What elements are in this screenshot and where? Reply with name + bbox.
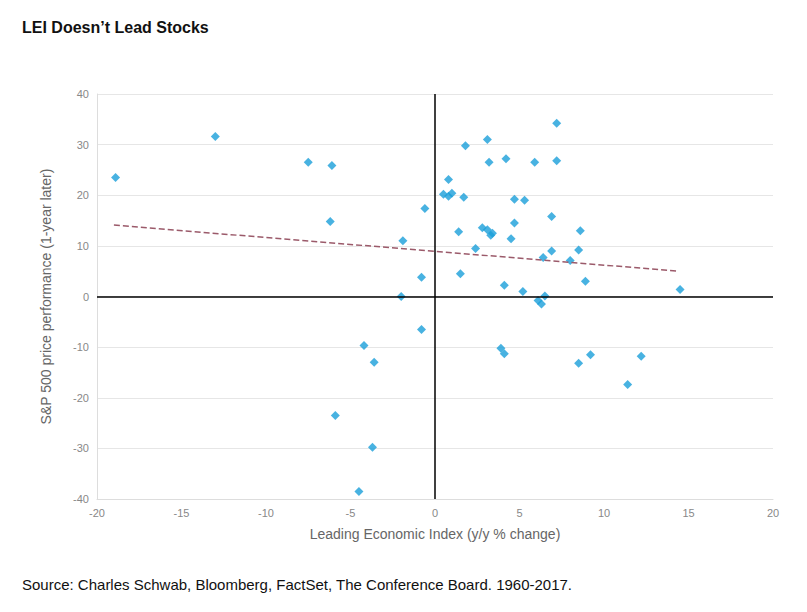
svg-text:S&P 500 price performance (1-y: S&P 500 price performance (1-year later) (38, 169, 54, 425)
svg-text:-10: -10 (73, 341, 89, 353)
svg-text:0: 0 (83, 291, 89, 303)
svg-text:0: 0 (432, 507, 438, 519)
svg-text:20: 20 (77, 189, 89, 201)
svg-text:LEI Doesn’t Lead Stocks: LEI Doesn’t Lead Stocks (22, 19, 209, 36)
svg-text:-20: -20 (73, 392, 89, 404)
svg-text:30: 30 (77, 139, 89, 151)
svg-text:15: 15 (682, 507, 694, 519)
svg-text:-10: -10 (258, 507, 274, 519)
svg-text:40: 40 (77, 88, 89, 100)
svg-text:-20: -20 (89, 507, 105, 519)
svg-text:-40: -40 (73, 493, 89, 505)
svg-text:10: 10 (77, 240, 89, 252)
svg-text:-15: -15 (174, 507, 190, 519)
svg-text:10: 10 (598, 507, 610, 519)
svg-text:-30: -30 (73, 442, 89, 454)
svg-text:Source: Charles Schwab, Bloomb: Source: Charles Schwab, Bloomberg, FactS… (22, 576, 572, 593)
svg-text:20: 20 (767, 507, 779, 519)
svg-text:-5: -5 (346, 507, 356, 519)
svg-text:5: 5 (516, 507, 522, 519)
svg-text:Leading Economic Index (y/y %: Leading Economic Index (y/y % change) (310, 526, 561, 542)
